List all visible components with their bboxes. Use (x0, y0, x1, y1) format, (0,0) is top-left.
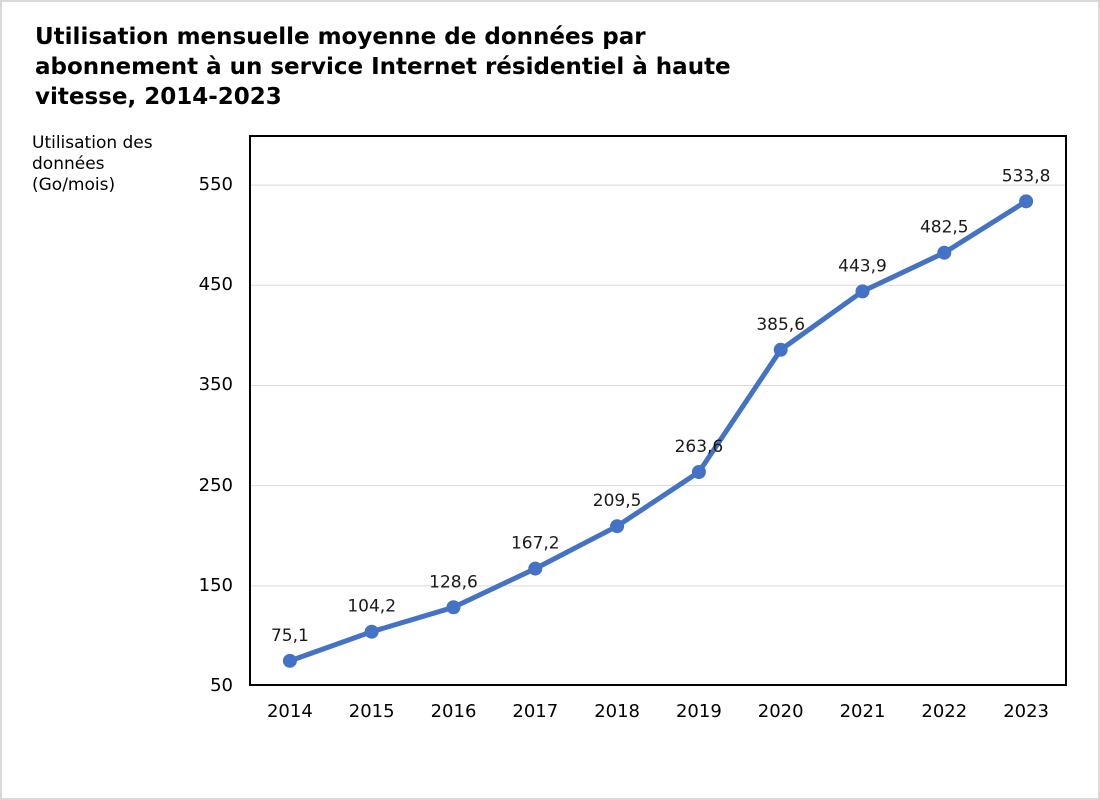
data-point-marker (528, 561, 543, 576)
data-point-label: 128,6 (429, 572, 478, 592)
data-point-label: 209,5 (593, 491, 642, 511)
x-tick-label: 2017 (512, 701, 559, 722)
x-tick-label: 2018 (594, 701, 640, 722)
line-chart-svg: 75,1 104,2 128,6 167,2 209,5 263,6 385,6 443,9 4… (249, 135, 1067, 686)
data-series-line (287, 198, 1029, 664)
chart-title-line: vitesse, 2014-2023 (35, 84, 282, 110)
data-point-label: 482,5 (920, 218, 969, 238)
x-tick-label: 2021 (839, 701, 886, 722)
data-point-marker (1019, 194, 1034, 209)
y-axis-title: Utilisation des données (Go/mois) (32, 133, 192, 196)
data-point-marker (937, 245, 952, 260)
data-point-marker (610, 519, 625, 534)
data-point-label: 75,1 (271, 626, 309, 646)
y-tick-label: 150 (198, 574, 233, 596)
plot-border (249, 135, 1067, 686)
data-point-marker (855, 284, 870, 299)
y-axis-title-line: Utilisation des (32, 133, 153, 153)
x-tick-label: 2022 (921, 701, 968, 722)
x-tick-label: 2019 (675, 701, 722, 722)
chart-title-line: Utilisation mensuelle moyenne de données… (35, 24, 646, 50)
data-point-label: 104,2 (347, 597, 396, 617)
data-point-marker (691, 465, 706, 480)
x-tick-label: 2015 (348, 701, 395, 722)
data-point-label: 533,8 (1002, 166, 1051, 186)
y-axis-title-line: données (32, 154, 105, 174)
data-point-marker (773, 342, 788, 357)
y-axis-title-line: (Go/mois) (32, 175, 116, 195)
data-point-label: 385,6 (756, 315, 805, 335)
x-tick-label: 2014 (266, 701, 313, 722)
x-tick-label: 2023 (1003, 701, 1049, 722)
x-tick-label: 2016 (430, 701, 477, 722)
y-tick-label: 50 (210, 675, 233, 696)
data-point-label: 263,6 (675, 437, 724, 457)
data-point-marker (282, 653, 297, 668)
chart-title-line: abonnement à un service Internet résiden… (35, 54, 731, 80)
chart-title: Utilisation mensuelle moyenne de données… (35, 22, 865, 112)
plot-area: 75,1 104,2 128,6 167,2 209,5 263,6 385,6 443,9 4… (249, 135, 1067, 686)
y-tick-label: 550 (198, 174, 233, 196)
y-tick-label: 250 (198, 474, 233, 496)
y-tick-label: 450 (198, 274, 233, 296)
x-tick-label: 2020 (757, 701, 804, 722)
data-point-label: 443,9 (838, 256, 887, 276)
y-tick-label: 350 (198, 374, 233, 396)
data-point-marker (364, 624, 379, 639)
data-point-label: 167,2 (511, 534, 560, 554)
data-point-marker (446, 600, 461, 615)
